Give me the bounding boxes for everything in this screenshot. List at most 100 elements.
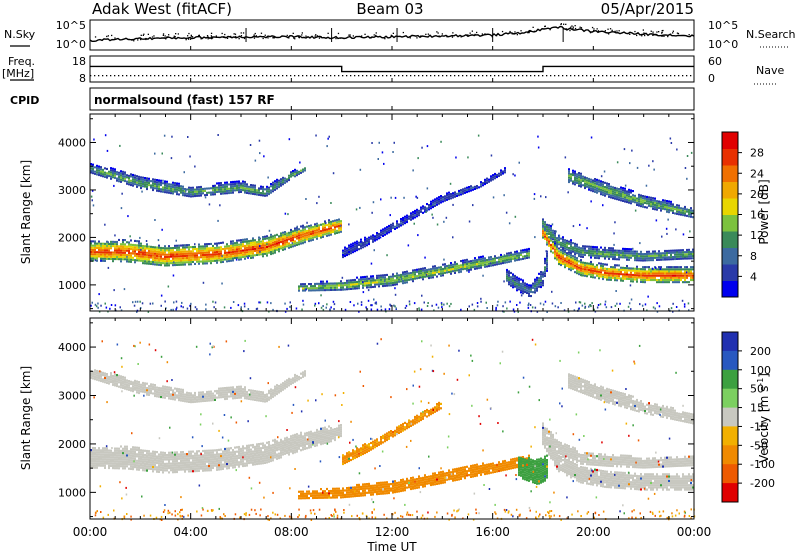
data-cell xyxy=(242,189,244,192)
data-cell xyxy=(124,177,126,180)
data-cell xyxy=(158,251,160,254)
data-cell xyxy=(172,398,174,401)
data-cell xyxy=(628,199,630,202)
noise-cell xyxy=(436,223,439,226)
data-cell xyxy=(298,230,300,233)
data-cell xyxy=(132,256,134,259)
data-cell xyxy=(358,285,360,288)
data-cell xyxy=(626,267,628,270)
data-cell xyxy=(406,274,408,277)
data-cell xyxy=(170,187,172,190)
data-cell xyxy=(184,263,186,266)
data-cell xyxy=(580,183,582,186)
data-cell xyxy=(422,278,424,281)
noise-cell xyxy=(190,302,192,305)
data-cell xyxy=(644,272,646,275)
data-cell xyxy=(176,191,178,194)
data-cell xyxy=(300,236,302,239)
data-cell xyxy=(642,197,644,200)
data-cell xyxy=(226,253,228,256)
data-cell xyxy=(232,250,234,253)
data-cell xyxy=(212,189,214,192)
data-cell xyxy=(574,174,576,177)
data-cell xyxy=(626,194,628,197)
noise-cell xyxy=(623,148,626,151)
data-cell xyxy=(112,169,114,172)
data-cell xyxy=(462,259,464,262)
data-cell xyxy=(304,167,306,170)
data-cell xyxy=(140,385,142,389)
data-cell xyxy=(360,240,362,243)
data-cell xyxy=(102,374,104,377)
noise-search-point xyxy=(425,33,427,35)
data-cell xyxy=(454,193,456,196)
data-cell xyxy=(178,189,180,192)
data-cell xyxy=(556,252,558,255)
noise-search-point xyxy=(162,33,165,35)
data-cell xyxy=(254,186,256,189)
data-cell xyxy=(132,258,134,261)
data-cell xyxy=(250,241,252,244)
data-cell xyxy=(172,389,174,392)
data-cell xyxy=(638,257,640,260)
noise-cell xyxy=(435,303,438,306)
data-cell xyxy=(134,248,136,251)
data-cell xyxy=(502,255,504,258)
noise-cell xyxy=(136,310,138,313)
noise-search-point xyxy=(166,36,168,38)
data-cell xyxy=(560,244,562,247)
noise-cell xyxy=(645,184,648,187)
data-cell xyxy=(544,227,546,230)
data-cell xyxy=(162,394,164,397)
data-cell xyxy=(98,244,100,247)
data-cell xyxy=(602,269,604,272)
data-cell xyxy=(646,272,648,275)
data-cell xyxy=(534,285,536,288)
data-cell xyxy=(542,230,544,233)
data-cell xyxy=(508,252,510,255)
data-cell xyxy=(164,186,166,189)
data-cell xyxy=(116,177,118,180)
data-cell xyxy=(600,250,602,253)
data-cell xyxy=(176,263,178,266)
data-cell xyxy=(656,252,658,255)
data-cell xyxy=(608,195,610,198)
data-cell xyxy=(368,282,370,285)
data-cell xyxy=(684,272,686,275)
data-cell xyxy=(140,242,142,245)
noise-cell xyxy=(684,167,687,169)
data-cell xyxy=(288,233,290,236)
data-cell xyxy=(626,277,628,280)
data-cell xyxy=(392,222,394,225)
data-cell xyxy=(304,285,306,288)
data-cell xyxy=(394,283,396,286)
data-cell xyxy=(90,374,92,377)
data-cell xyxy=(278,186,280,189)
noise-cell xyxy=(685,271,688,274)
data-cell xyxy=(142,381,144,385)
data-cell xyxy=(198,243,200,246)
data-cell xyxy=(636,276,638,279)
data-cell xyxy=(308,283,310,286)
data-cell xyxy=(132,250,134,253)
data-cell xyxy=(402,219,404,222)
noise-search-point xyxy=(533,30,536,32)
data-cell xyxy=(260,192,262,195)
data-cell xyxy=(152,392,154,395)
data-cell xyxy=(176,390,178,393)
data-cell xyxy=(102,242,104,245)
data-cell xyxy=(376,283,378,286)
data-cell xyxy=(662,205,664,208)
data-cell xyxy=(382,282,384,285)
data-cell xyxy=(90,246,92,249)
data-cell xyxy=(512,253,514,256)
noise-cell xyxy=(604,303,606,306)
data-cell xyxy=(222,258,224,261)
data-cell xyxy=(628,201,630,204)
data-cell xyxy=(316,235,318,238)
data-cell xyxy=(210,247,212,250)
data-cell xyxy=(298,289,300,292)
data-cell xyxy=(666,270,668,273)
data-cell xyxy=(422,205,424,208)
noise-cell xyxy=(380,198,382,201)
